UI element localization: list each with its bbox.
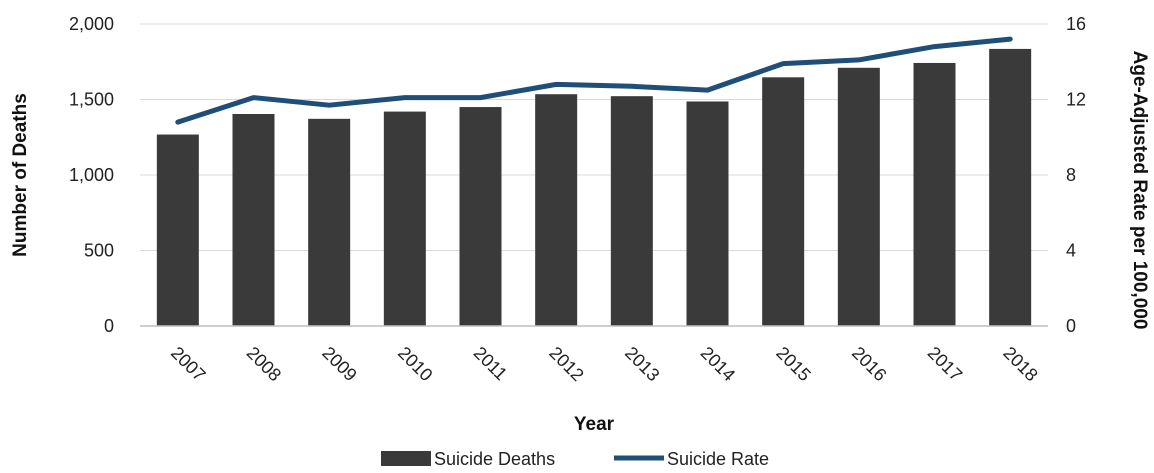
line-suicide-rate (178, 39, 1010, 122)
x-tick-label: 2011 (470, 343, 512, 385)
line-series-suicide-rate (178, 39, 1011, 122)
y2-tick-label: 0 (1066, 316, 1076, 336)
x-tick-label: 2014 (697, 343, 739, 385)
x-tick-label: 2007 (167, 343, 209, 385)
y-tick-label: 2,000 (69, 14, 114, 34)
bar-2018 (989, 49, 1031, 326)
gridlines (140, 24, 1048, 251)
x-tick-label: 2017 (924, 343, 966, 385)
legend-swatch-suicide-deaths (381, 451, 431, 466)
x-tick-label: 2015 (772, 343, 814, 385)
x-tick-label: 2018 (999, 343, 1041, 385)
x-tick-label: 2013 (621, 343, 663, 385)
bar-2011 (460, 107, 502, 326)
bar-2017 (914, 63, 956, 326)
y-axis-title: Number of Deaths (10, 93, 31, 257)
x-tick-label: 2010 (394, 343, 436, 385)
legend-label-suicide-rate: Suicide Rate (667, 449, 769, 468)
bar-2014 (687, 101, 729, 326)
legend: Suicide Deaths Suicide Rate (381, 449, 769, 468)
bar-2015 (762, 77, 804, 326)
bar-2016 (838, 68, 880, 326)
y2-axis-title: Age-Adjusted Rate per 100,000 (1129, 51, 1150, 330)
bar-2007 (157, 135, 199, 326)
x-tick-label: 2016 (848, 343, 890, 385)
x-tick-label: 2008 (243, 343, 285, 385)
y-tick-label: 1,000 (69, 165, 114, 185)
y2-tick-label: 4 (1066, 241, 1076, 261)
y2-tick-label: 16 (1066, 14, 1086, 34)
bar-2013 (611, 96, 653, 326)
bar-2009 (308, 119, 350, 326)
legend-label-suicide-deaths: Suicide Deaths (434, 449, 555, 468)
y2-tick-label: 8 (1066, 165, 1076, 185)
y2-tick-label: 12 (1066, 90, 1086, 110)
x-tick-label: 2009 (318, 343, 360, 385)
bar-2008 (233, 114, 275, 326)
bar-2010 (384, 112, 426, 326)
y-tick-label: 1,500 (69, 90, 114, 110)
x-tick-label: 2012 (545, 343, 587, 385)
x-axis-title: Year (574, 414, 615, 435)
bar-2012 (535, 94, 577, 326)
y-tick-label: 0 (104, 316, 114, 336)
bar-series-suicide-deaths (157, 49, 1031, 326)
y-tick-label: 500 (84, 241, 114, 261)
